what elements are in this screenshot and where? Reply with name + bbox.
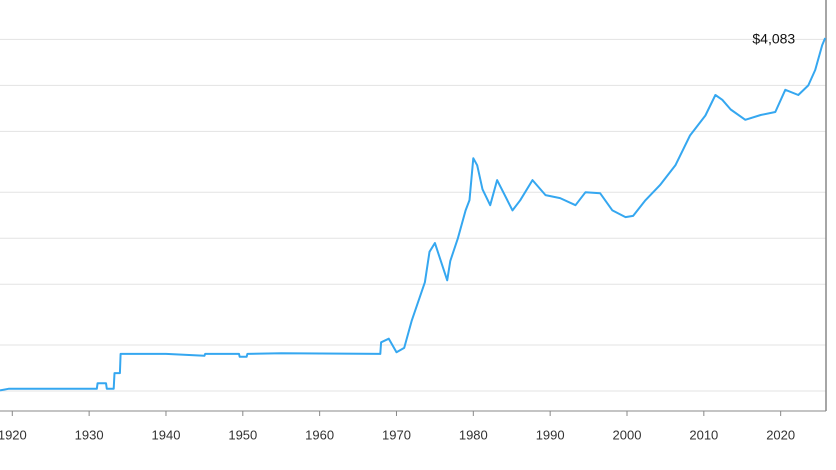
x-tick-label: 1970 [382,427,411,442]
x-tick-label: 1960 [305,427,334,442]
x-tick-label: 1930 [75,427,104,442]
value-label: $4,083 [752,31,795,47]
x-tick-label: 1980 [459,427,488,442]
x-tick-label: 2000 [613,427,642,442]
price-line [0,37,827,392]
x-tick-label: 1950 [228,427,257,442]
x-tick-label: 2010 [689,427,718,442]
x-tick-label: 2020 [766,427,795,442]
x-tick-label: 1940 [152,427,181,442]
x-tick-label: 1990 [536,427,565,442]
x-tick-label: 1920 [0,427,27,442]
